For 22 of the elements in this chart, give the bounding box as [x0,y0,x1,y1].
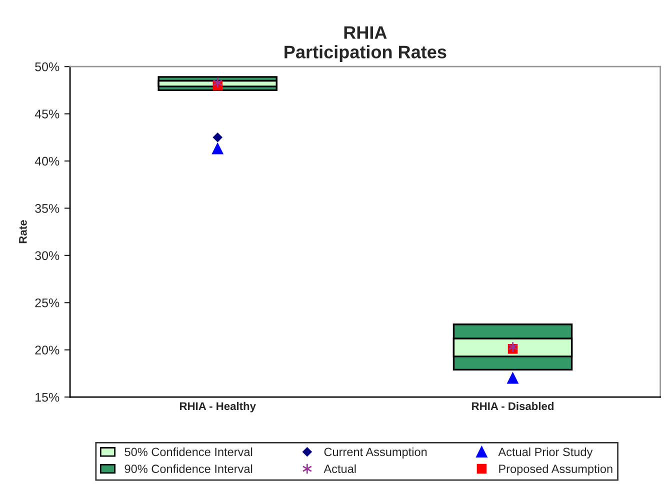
x-tick-label: RHIA - Healthy [180,402,256,412]
y-tick-label: 50% [35,62,60,72]
point [212,132,222,142]
y-tick-label: 45% [34,110,60,118]
point [212,143,224,154]
legend-label: 50% Confidence Interval [124,447,252,456]
legend-label: Actual Prior Study [498,447,593,458]
y-axis-title: Rate [19,220,27,244]
y-tick-label: 15% [36,392,60,402]
y-tick-label: 20% [35,346,60,355]
chart-title: RHIA Participation Rates [284,26,446,62]
y-tick-label: 25% [35,298,60,308]
legend-label: Actual [324,464,356,474]
y-tick-label: 35% [35,204,60,213]
point [507,372,518,384]
legend-label: 90% Confidence Interval [124,464,252,474]
legend-label: Current Assumption [324,447,427,458]
point [508,341,518,353]
y-tick-label: 30% [35,251,60,260]
y-tick-label: 40% [34,156,60,166]
x-tick-label: RHIA - Disabled [472,402,554,410]
legend-label: Proposed Assumption [499,464,612,476]
